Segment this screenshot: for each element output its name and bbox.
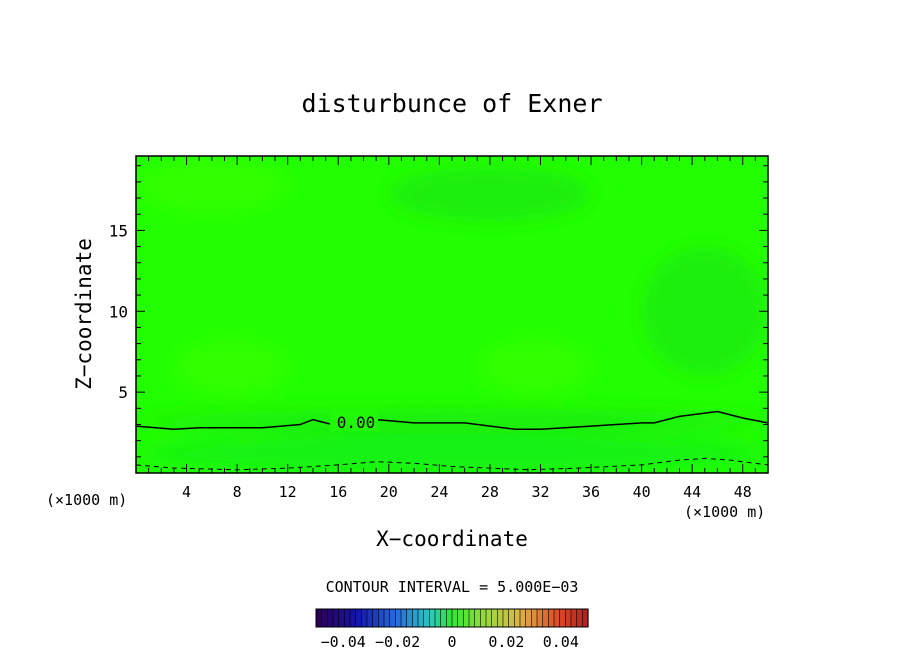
x-tick-label: 8 [233, 483, 242, 501]
x-tick-label: 12 [279, 483, 297, 501]
colorbar-cell [429, 608, 436, 628]
colorbar-cell [485, 608, 493, 628]
x-tick-label: 28 [481, 483, 499, 501]
x-axis-label: X−coordinate [376, 527, 528, 551]
colorbar-cell [434, 608, 442, 628]
colorbar-cell [576, 608, 583, 628]
colorbar-cell [423, 608, 430, 628]
colorbar-tick-label: −0.02 [375, 633, 420, 651]
colorbar-cell [344, 608, 351, 628]
colorbar-cells [315, 608, 589, 628]
x-tick-label: 24 [430, 483, 448, 501]
colorbar-cell [559, 608, 566, 628]
colorbar-cell [502, 608, 510, 628]
colorbar-cell [508, 608, 515, 628]
colorbar-cell [338, 608, 345, 628]
colorbar-cell [395, 608, 402, 628]
y-tick-label: 10 [109, 302, 128, 321]
colorbar-cell [355, 608, 362, 628]
contour-label-mask [330, 411, 378, 431]
colorbar-cell [389, 608, 396, 628]
zero-contour-line [136, 410, 768, 431]
colorbar-cell [440, 608, 447, 628]
colorbar-cell [366, 608, 374, 628]
contour-label: 0.00 [337, 413, 376, 432]
x-unit-right: (×1000 m) [684, 503, 765, 521]
x-tick-label: 32 [531, 483, 549, 501]
colorbar-cell [400, 608, 408, 628]
x-tick-label: 44 [683, 483, 701, 501]
colorbar-cell [406, 608, 413, 628]
colorbar-cell [553, 608, 561, 628]
colorbar-cell [542, 608, 549, 628]
colorbar-tick-label: 0 [447, 633, 456, 651]
colorbar-cell [372, 608, 379, 628]
colorbar-cell [525, 608, 532, 628]
y-axis-label: Z−coordinate [72, 238, 96, 390]
contour-interval-text: CONTOUR INTERVAL = 5.000E−03 [326, 578, 579, 596]
colorbar-tick-label: 0.02 [488, 633, 524, 651]
field-shade-region [173, 338, 288, 396]
colorbar-cell [565, 608, 572, 628]
field-shade-region [136, 156, 288, 215]
colorbar-cell [531, 608, 538, 628]
colorbar-cell [463, 608, 470, 628]
field-shading [136, 156, 768, 473]
colorbar-cell [451, 608, 459, 628]
colorbar-cell [514, 608, 521, 628]
colorbar-cell [315, 608, 323, 628]
colorbar-cell [491, 608, 498, 628]
x-tick-label: 36 [582, 483, 600, 501]
colorbar-cell [582, 608, 589, 628]
heatmap-field: 0.00 [136, 156, 768, 473]
colorbar-cell [474, 608, 481, 628]
y-tick-label: 15 [109, 221, 128, 240]
colorbar-tick-labels: −0.04 −0.02 0 0.02 0.04 [321, 633, 579, 651]
colorbar-cell [570, 608, 578, 628]
colorbar-cell [497, 608, 504, 628]
x-tick-label: 40 [633, 483, 651, 501]
colorbar-tick-label: 0.04 [543, 633, 579, 651]
x-tick-label: 48 [734, 483, 752, 501]
x-tick-label: 4 [182, 483, 191, 501]
colorbar-cell [548, 608, 555, 628]
field-shade-region [477, 338, 592, 396]
x-unit-left: (×1000 m) [46, 491, 127, 509]
colorbar-tick-label: −0.04 [321, 633, 366, 651]
colorbar-cell [446, 608, 453, 628]
colorbar-cell [412, 608, 419, 628]
colorbar-cell [349, 608, 357, 628]
chart-title: disturbunce of Exner [301, 89, 602, 118]
colorbar-cell [361, 608, 368, 628]
colorbar-cell [378, 608, 385, 628]
x-tick-label: 20 [380, 483, 398, 501]
colorbar-cell [332, 608, 340, 628]
colorbar-cell [383, 608, 391, 628]
colorbar-cell [480, 608, 487, 628]
field-shade-region [641, 246, 768, 376]
field-shade-region [136, 408, 768, 435]
y-tick-label: 5 [118, 383, 128, 402]
colorbar-cell [519, 608, 527, 628]
colorbar-cell [457, 608, 464, 628]
colorbar-cell [327, 608, 334, 628]
colorbar-frame [315, 608, 589, 628]
colorbar-cell [321, 608, 328, 628]
colorbar: −0.04 −0.02 0 0.02 0.04 [315, 608, 589, 651]
field-shade-region [136, 434, 768, 473]
colorbar-cell [417, 608, 425, 628]
colorbar-cell [468, 608, 476, 628]
colorbar-cell [536, 608, 544, 628]
field-shade-region [388, 165, 592, 223]
x-tick-label: 16 [329, 483, 347, 501]
